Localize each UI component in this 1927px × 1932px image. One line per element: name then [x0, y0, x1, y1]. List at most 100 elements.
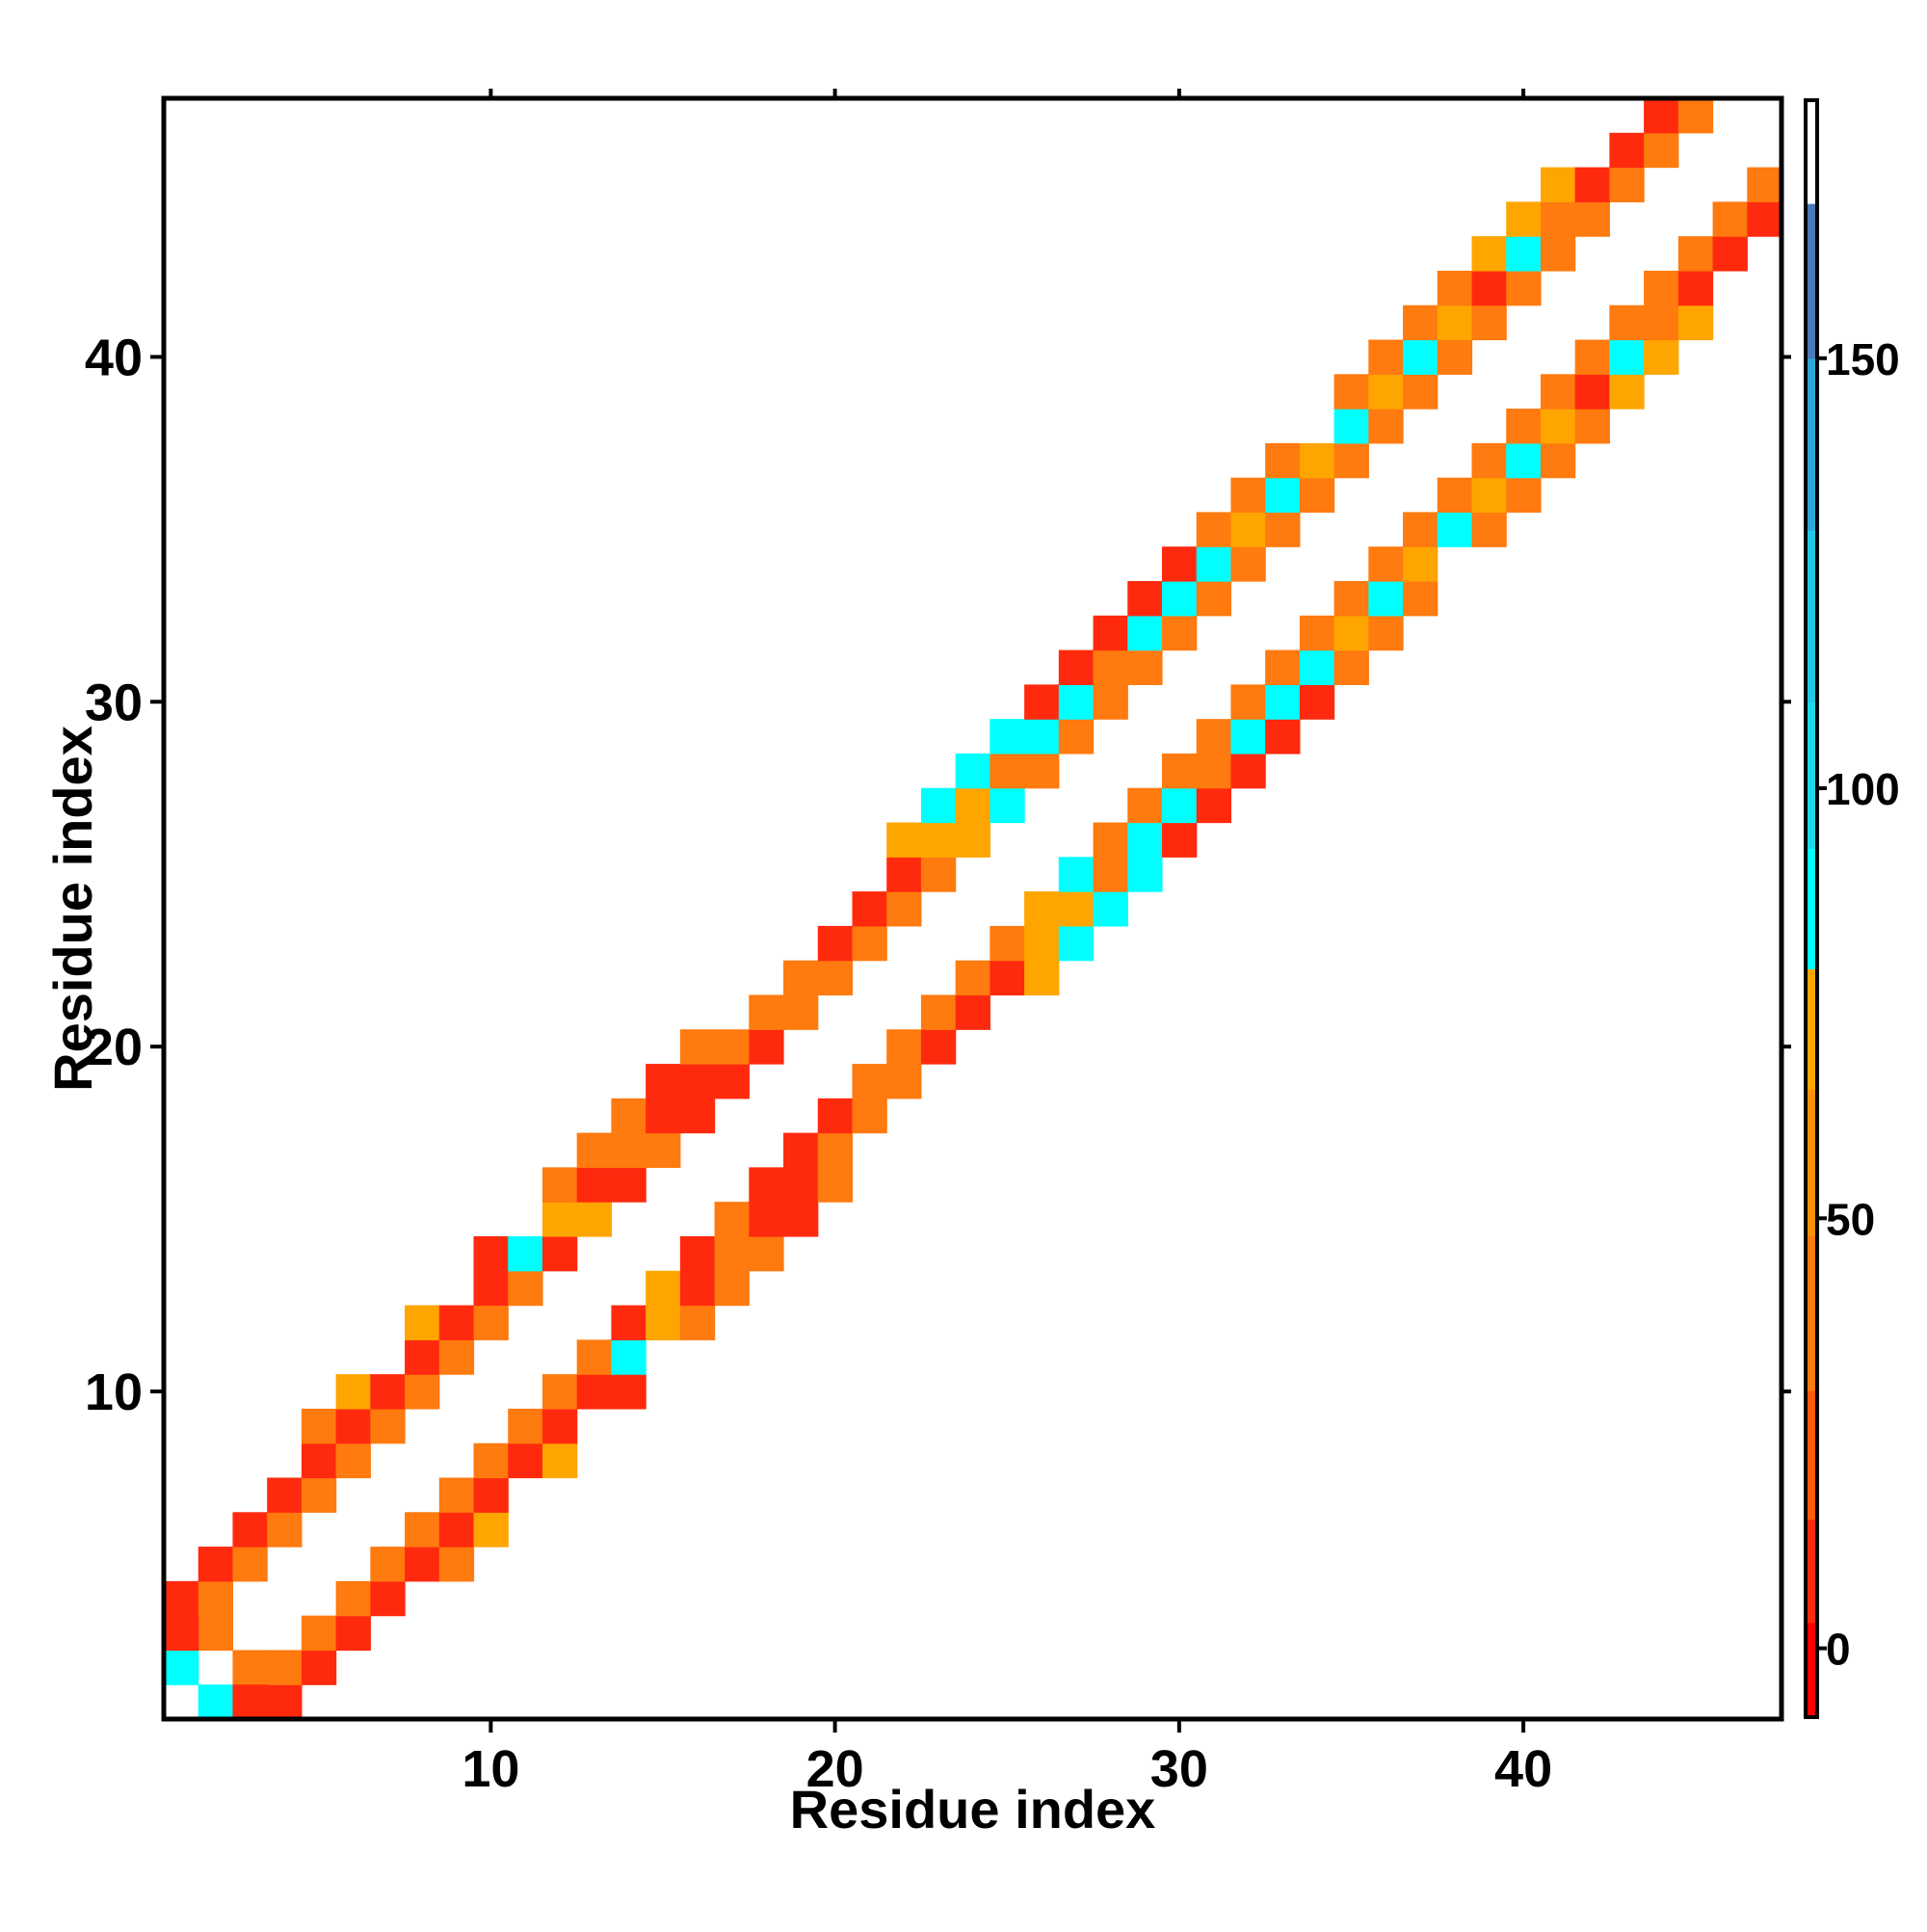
- heatmap-cell: [1403, 581, 1439, 617]
- heatmap-cell: [508, 1408, 543, 1444]
- y-tick-label: 10: [85, 1363, 143, 1421]
- heatmap-cell: [783, 960, 819, 996]
- heatmap-cell: [852, 1098, 887, 1134]
- heatmap-cell: [1574, 374, 1610, 410]
- heatmap-cell: [611, 1305, 647, 1340]
- x-tick-label: 20: [806, 1740, 864, 1798]
- heatmap-cell: [1333, 409, 1369, 444]
- heatmap-cell: [164, 1650, 199, 1685]
- heatmap-cell: [198, 1547, 234, 1582]
- heatmap-cell: [1747, 201, 1782, 237]
- heatmap-cell: [1230, 477, 1266, 514]
- heatmap-cell: [232, 1547, 268, 1582]
- heatmap-cell: [1506, 442, 1542, 479]
- heatmap-cell: [508, 1235, 543, 1272]
- heatmap-cell: [714, 1029, 750, 1065]
- heatmap-cell: [749, 994, 784, 1030]
- heatmap-cell: [1403, 304, 1439, 341]
- heatmap-cell: [1196, 512, 1232, 547]
- heatmap-cell: [267, 1650, 303, 1685]
- heatmap-cell: [1230, 546, 1266, 582]
- heatmap-cell: [370, 1374, 406, 1410]
- heatmap-cell: [611, 1098, 647, 1134]
- heatmap-cell: [714, 1235, 750, 1272]
- heatmap-cell: [1024, 960, 1060, 996]
- heatmap-cell: [1506, 270, 1542, 306]
- heatmap-cell: [405, 1547, 440, 1582]
- heatmap-cell: [1024, 719, 1060, 754]
- heatmap-cell: [1093, 891, 1128, 927]
- heatmap-cell: [370, 1547, 406, 1582]
- heatmap-cell: [1368, 374, 1404, 410]
- colorbar-band: [1806, 530, 1817, 703]
- heatmap-cell: [198, 1615, 234, 1652]
- heatmap-cell: [990, 719, 1025, 754]
- heatmap-cell: [852, 925, 887, 962]
- heatmap-cell: [541, 1408, 578, 1444]
- heatmap-cell: [473, 1512, 509, 1548]
- heatmap-cell: [438, 1305, 475, 1340]
- y-axis-label: Residue index: [42, 726, 103, 1092]
- heatmap-cell: [1471, 236, 1507, 272]
- heatmap-cell: [611, 1374, 647, 1410]
- heatmap-cell: [1609, 374, 1645, 410]
- heatmap-cell: [301, 1650, 337, 1685]
- heatmap-cell: [990, 753, 1025, 789]
- heatmap-cell: [1230, 684, 1266, 720]
- x-tick-label: 30: [1150, 1740, 1208, 1798]
- heatmap-cell: [679, 1029, 716, 1065]
- colorbar-tick-label: 50: [1826, 1194, 1875, 1244]
- heatmap-cell: [1265, 442, 1301, 479]
- heatmap-cell: [1265, 719, 1301, 754]
- heatmap-cell: [852, 891, 887, 927]
- heatmap-cell: [541, 1202, 578, 1237]
- heatmap-cell: [198, 1684, 234, 1720]
- heatmap-cell: [1712, 201, 1748, 237]
- heatmap-cell: [1265, 477, 1301, 514]
- heatmap-cell: [1024, 925, 1060, 962]
- heatmap-cell: [267, 1512, 303, 1548]
- heatmap-cell: [438, 1547, 475, 1582]
- heatmap-cell: [714, 1202, 750, 1237]
- heatmap-cell: [576, 1339, 613, 1375]
- heatmap-cell: [1609, 304, 1645, 341]
- heatmap-cell: [714, 1064, 750, 1099]
- heatmap-cell: [852, 1064, 887, 1099]
- heatmap-cell: [1230, 719, 1266, 754]
- heatmap-cell: [1299, 649, 1335, 685]
- heatmap-cell: [335, 1442, 371, 1479]
- heatmap-cell: [1299, 477, 1335, 514]
- heatmap-cell: [1265, 684, 1301, 720]
- heatmap-cell: [1161, 753, 1198, 789]
- heatmap-cell: [1024, 684, 1060, 720]
- heatmap-cell: [749, 1235, 784, 1272]
- heatmap-cell: [1161, 615, 1198, 651]
- heatmap-cell: [1506, 477, 1542, 514]
- heatmap-cell: [1540, 409, 1576, 444]
- heatmap-cell: [611, 1167, 647, 1203]
- heatmap-cell: [1712, 236, 1748, 272]
- heatmap-cell: [473, 1442, 509, 1479]
- heatmap-cell: [1161, 787, 1198, 824]
- y-tick-label: 20: [85, 1019, 143, 1076]
- heatmap-cell: [1230, 512, 1266, 547]
- heatmap-cell: [473, 1477, 509, 1513]
- heatmap-cell: [646, 1132, 681, 1169]
- heatmap-cell: [817, 960, 854, 996]
- heatmap-cell: [1161, 822, 1198, 858]
- heatmap-cell: [1196, 546, 1232, 582]
- heatmap-cell: [1368, 409, 1404, 444]
- heatmap-cell: [1574, 201, 1610, 237]
- heatmap-cell: [1093, 649, 1128, 685]
- colorbar: 0 50 100 150: [1804, 98, 1900, 1719]
- heatmap-cell: [508, 1270, 543, 1307]
- heatmap-cell: [1058, 649, 1095, 685]
- heatmap-cell: [1196, 581, 1232, 617]
- colorbar-band: [1806, 968, 1817, 1090]
- heatmap-cell: [1333, 615, 1369, 651]
- heatmap-cell: [1058, 857, 1095, 892]
- heatmap-cell: [1437, 304, 1473, 341]
- heatmap-cell: [783, 1202, 819, 1237]
- colorbar-band: [1806, 1622, 1817, 1718]
- axes: 10 20 30 40 10 20 30 40: [85, 89, 1791, 1798]
